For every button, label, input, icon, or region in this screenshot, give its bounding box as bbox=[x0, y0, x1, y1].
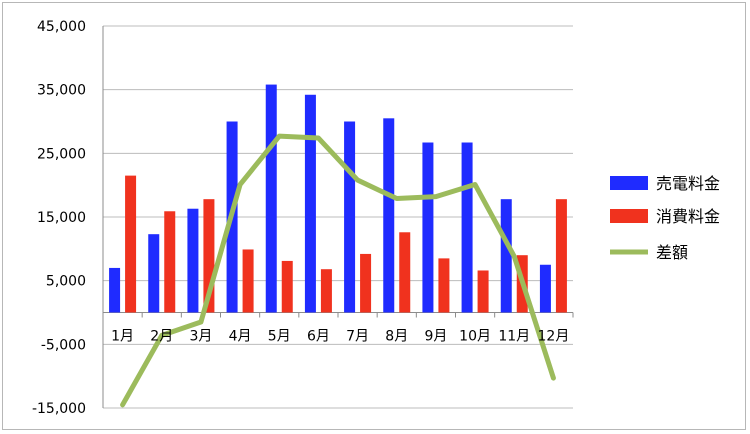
y-tick-label: 5,000 bbox=[46, 274, 86, 290]
legend-label: 差額 bbox=[656, 243, 688, 262]
difference-line-path bbox=[120, 133, 556, 408]
bar-sales bbox=[461, 142, 473, 313]
x-category-label: 5月 bbox=[268, 329, 291, 345]
y-tick-label: -15,000 bbox=[32, 401, 86, 417]
x-category-label: 2月 bbox=[150, 329, 173, 345]
bar-consumption bbox=[438, 258, 450, 313]
legend-label: 売電料金 bbox=[656, 174, 720, 193]
x-category-label: 1月 bbox=[111, 329, 134, 345]
y-tick-label: 45,000 bbox=[37, 19, 86, 35]
y-tick-label: 15,000 bbox=[37, 210, 86, 226]
bar-consumption bbox=[399, 232, 411, 313]
x-category-label: 3月 bbox=[189, 329, 212, 345]
bar-consumption bbox=[242, 249, 254, 313]
x-category-label: 8月 bbox=[385, 329, 408, 345]
bar-sales bbox=[344, 121, 356, 313]
bar-sales bbox=[539, 264, 551, 313]
bar-sales bbox=[109, 267, 121, 313]
bar-sales bbox=[187, 208, 199, 313]
bar-consumption bbox=[125, 175, 137, 313]
x-category-label: 4月 bbox=[229, 329, 252, 345]
y-axis-ticks: 45,000 35,000 25,000 15,000 5,000 -5,000 -15,0… bbox=[32, 19, 86, 417]
bar-consumption bbox=[477, 270, 489, 313]
bar-consumption bbox=[281, 260, 293, 313]
x-category-label: 9月 bbox=[424, 329, 447, 345]
x-category-label: 6月 bbox=[307, 329, 330, 345]
bar-sales bbox=[383, 118, 395, 313]
bar-sales bbox=[304, 94, 316, 313]
bar-sales bbox=[422, 142, 434, 313]
gridlines bbox=[102, 25, 574, 409]
x-category-label: 12月 bbox=[538, 329, 570, 345]
x-category-label: 10月 bbox=[459, 329, 491, 345]
legend-swatch bbox=[610, 176, 648, 190]
bar-consumption bbox=[320, 269, 332, 313]
bar-sales bbox=[148, 234, 160, 313]
x-category-label: 7月 bbox=[346, 329, 369, 345]
legend-swatch bbox=[610, 209, 648, 223]
bar-sales bbox=[500, 199, 512, 313]
bar-consumption bbox=[203, 199, 215, 313]
x-category-label: 11月 bbox=[498, 329, 530, 345]
bars bbox=[109, 84, 567, 313]
bar-consumption bbox=[360, 253, 372, 313]
y-tick-label: 35,000 bbox=[37, 83, 86, 99]
x-axis-labels: 1月 2月 3月 4月 5月 6月 7月 8月 9月 10月 11月 12月 bbox=[111, 329, 569, 345]
bar-consumption bbox=[555, 199, 567, 313]
bar-consumption bbox=[164, 211, 176, 313]
y-tick-label: -5,000 bbox=[41, 337, 86, 353]
difference-line bbox=[120, 133, 556, 408]
bar-sales bbox=[265, 84, 277, 313]
legend-label: 消費料金 bbox=[656, 207, 720, 226]
y-tick-label: 25,000 bbox=[37, 146, 86, 162]
